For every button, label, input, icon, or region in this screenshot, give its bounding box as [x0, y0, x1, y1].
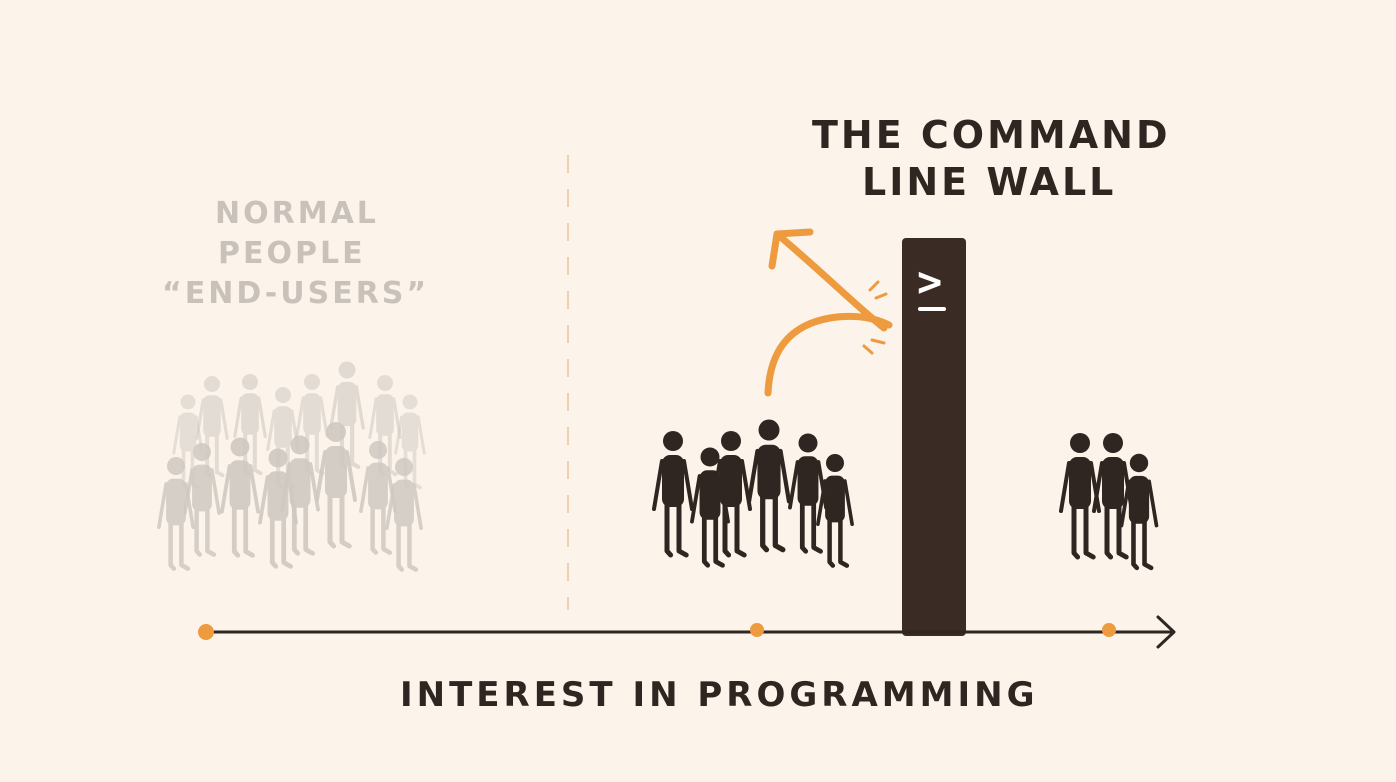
group-label-line2: PEOPLE: [218, 236, 366, 271]
person-icon: [788, 433, 828, 554]
person-icon: [368, 375, 402, 477]
person-icon: [183, 443, 221, 557]
person-icon: [1119, 453, 1159, 571]
people-crowd-faded-icon: [157, 361, 426, 572]
command-line-wall: >: [902, 238, 966, 636]
wall-title-line1: THE COMMAND: [812, 113, 1171, 157]
impact-marks-icon: [862, 280, 888, 355]
axis-point-programmers: [1102, 623, 1116, 637]
people-crowd-dark-icon: [652, 419, 854, 568]
axis-label: INTEREST IN PROGRAMMING: [400, 675, 1039, 715]
person-icon: [280, 435, 320, 556]
group-label-line1: NORMAL: [215, 196, 379, 231]
wall-title-line2: LINE WALL: [862, 160, 1117, 204]
person-icon: [385, 458, 423, 572]
axis-point-end-users: [198, 624, 214, 640]
wall-bar: [902, 238, 966, 636]
person-icon: [233, 374, 267, 476]
people-group-right-icon: [1059, 433, 1159, 571]
person-icon: [157, 457, 195, 571]
terminal-prompt-icon: >: [917, 257, 942, 306]
axis-point-wall: [750, 623, 764, 637]
person-icon: [816, 454, 854, 568]
person-icon: [220, 437, 260, 558]
person-icon: [746, 419, 792, 553]
person-icon: [690, 447, 730, 568]
person-icon: [710, 431, 752, 558]
person-icon: [258, 448, 298, 569]
person-icon: [315, 422, 357, 549]
bounce-arrow-icon: [764, 228, 893, 397]
programming-interest-axis: [198, 615, 1176, 649]
person-icon: [1092, 433, 1134, 560]
group-label-line3: “END-USERS”: [162, 276, 430, 311]
person-icon: [652, 431, 694, 558]
person-icon: [1059, 433, 1101, 560]
person-icon: [359, 441, 397, 555]
